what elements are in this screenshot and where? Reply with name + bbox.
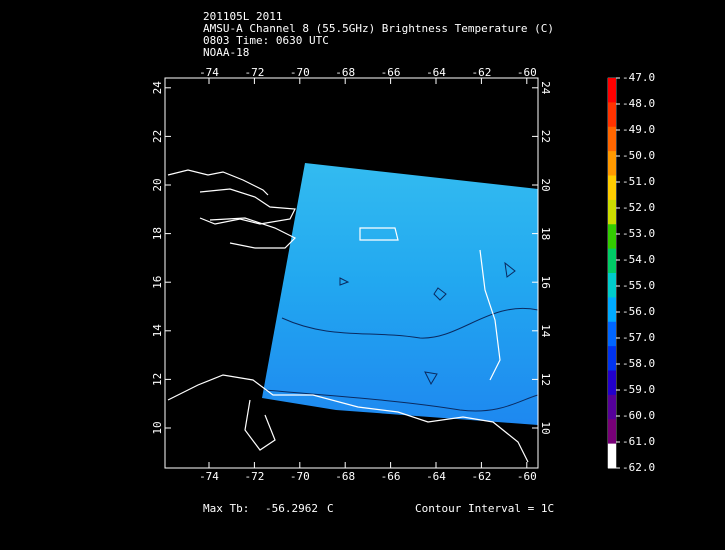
colorbar-cell (608, 394, 616, 420)
max-label: Max Tb: (203, 502, 249, 515)
lon-label-top: -74 (199, 66, 219, 79)
colorbar-label: -54.0 (622, 253, 655, 266)
colorbar-cell (608, 297, 616, 323)
colorbar-label: -57.0 (622, 331, 655, 344)
header-line: NOAA-18 (203, 46, 249, 59)
contour-interval: Contour Interval = 1C (415, 502, 554, 515)
colorbar-label: -49.0 (622, 123, 655, 136)
lon-label-bottom: -74 (199, 470, 219, 483)
lat-label-right: 22 (539, 130, 552, 143)
colorbar-label: -62.0 (622, 461, 655, 474)
lon-label-top: -68 (335, 66, 355, 79)
colorbar-label: -51.0 (622, 175, 655, 188)
colorbar-label: -55.0 (622, 279, 655, 292)
lat-label-right: 14 (539, 324, 552, 338)
colorbar-cell (608, 248, 616, 274)
lon-label-bottom: -64 (426, 470, 446, 483)
lat-label-left: 10 (151, 421, 164, 434)
colorbar-cell (608, 102, 616, 128)
lon-label-bottom: -60 (517, 470, 537, 483)
lon-label-bottom: -72 (244, 470, 264, 483)
lon-label-top: -64 (426, 66, 446, 79)
max-value: -56.2962 (265, 502, 318, 515)
lon-label-top: -70 (290, 66, 310, 79)
colorbar-cell (608, 370, 616, 396)
colorbar-cell (608, 321, 616, 347)
colorbar-cell (608, 175, 616, 201)
colorbar-label: -60.0 (622, 409, 655, 422)
lat-label-left: 22 (151, 130, 164, 143)
lat-label-left: 24 (151, 81, 164, 95)
colorbar-label: -47.0 (622, 71, 655, 84)
lat-label-right: 18 (539, 227, 552, 240)
lon-label-top: -72 (244, 66, 264, 79)
colorbar-label: -56.0 (622, 305, 655, 318)
lon-label-bottom: -70 (290, 470, 310, 483)
lat-label-left: 14 (151, 324, 164, 338)
colorbar-label: -53.0 (622, 227, 655, 240)
header-line: 0803 Time: 0630 UTC (203, 34, 329, 47)
colorbar-label: -52.0 (622, 201, 655, 214)
lat-label-left: 20 (151, 178, 164, 191)
data-swath (262, 163, 538, 425)
lat-label-left: 12 (151, 373, 164, 386)
colorbar-label: -59.0 (622, 383, 655, 396)
lat-label-left: 18 (151, 227, 164, 240)
coastlines (167, 169, 529, 463)
lat-label-right: 20 (539, 178, 552, 191)
max-unit: C (327, 502, 334, 515)
lon-label-top: -60 (517, 66, 537, 79)
lon-label-top: -66 (381, 66, 401, 79)
lon-label-bottom: -68 (335, 470, 355, 483)
colorbar-label: -61.0 (622, 435, 655, 448)
colorbar-cell (608, 199, 616, 225)
colorbar-label: -58.0 (622, 357, 655, 370)
colorbar-cell (608, 126, 616, 152)
colorbar-cell (608, 273, 616, 298)
contours (264, 261, 539, 412)
colorbar-cell (608, 78, 616, 103)
colorbar-cell (608, 151, 616, 176)
header-line: AMSU-A Channel 8 (55.5GHz) Brightness Te… (203, 22, 554, 35)
header-line: 201105L 2011 (203, 10, 282, 23)
colorbar-cell (608, 346, 616, 371)
lat-label-left: 16 (151, 276, 164, 289)
colorbar-cell (608, 224, 616, 250)
map-frame (164, 77, 539, 469)
lat-label-right: 24 (539, 81, 552, 95)
lat-label-right: 12 (539, 373, 552, 386)
colorbar-label: -48.0 (622, 97, 655, 110)
colorbar-cell (608, 443, 616, 469)
lat-label-right: 16 (539, 276, 552, 289)
colorbar-cell (608, 419, 616, 445)
lon-label-bottom: -62 (471, 470, 491, 483)
lon-label-top: -62 (471, 66, 491, 79)
colorbar-label: -50.0 (622, 149, 655, 162)
lat-label-right: 10 (539, 421, 552, 434)
lon-label-bottom: -66 (381, 470, 401, 483)
